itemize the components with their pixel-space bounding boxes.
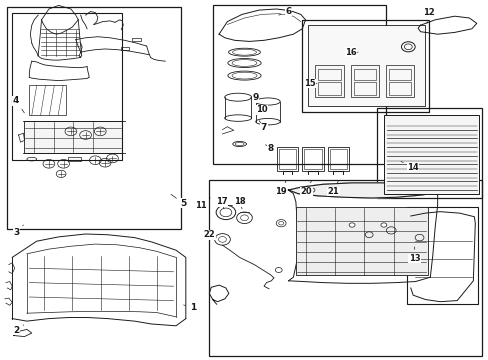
Text: 7: 7 xyxy=(259,121,267,132)
Bar xyxy=(304,149,321,169)
Text: 17: 17 xyxy=(215,197,227,209)
Text: 15: 15 xyxy=(304,79,316,88)
Bar xyxy=(353,82,375,95)
Bar xyxy=(385,65,413,97)
Bar xyxy=(388,82,410,95)
Text: 9: 9 xyxy=(250,94,258,102)
Text: 18: 18 xyxy=(233,197,245,209)
Text: 10: 10 xyxy=(255,105,267,114)
Bar xyxy=(29,85,66,115)
Bar xyxy=(212,5,386,164)
Bar xyxy=(302,20,428,112)
Text: 6: 6 xyxy=(278,7,291,16)
Text: 16: 16 xyxy=(345,48,357,57)
Bar xyxy=(302,147,323,171)
Bar xyxy=(406,207,477,304)
Bar xyxy=(121,47,128,50)
Bar xyxy=(329,149,346,169)
Bar xyxy=(132,38,141,41)
Text: 22: 22 xyxy=(203,230,216,239)
Bar xyxy=(307,25,425,106)
Bar xyxy=(350,65,378,97)
Bar xyxy=(7,7,181,229)
Bar xyxy=(295,207,427,275)
Text: 21: 21 xyxy=(327,181,339,196)
Text: 5: 5 xyxy=(171,194,186,208)
Text: 14: 14 xyxy=(400,161,418,172)
Bar xyxy=(327,147,348,171)
Text: 3: 3 xyxy=(13,225,23,237)
Text: 13: 13 xyxy=(408,247,420,263)
Text: 4: 4 xyxy=(13,96,24,113)
Bar xyxy=(315,65,343,97)
Bar xyxy=(318,82,340,95)
Text: 12: 12 xyxy=(423,8,434,23)
Bar xyxy=(353,69,375,80)
Bar xyxy=(388,69,410,80)
Bar xyxy=(383,115,478,194)
Text: 1: 1 xyxy=(183,303,196,312)
Text: 19: 19 xyxy=(275,181,286,196)
Bar xyxy=(276,147,298,171)
Circle shape xyxy=(380,223,386,227)
Bar xyxy=(278,149,296,169)
Bar xyxy=(208,180,481,356)
Text: 8: 8 xyxy=(265,144,273,153)
Bar xyxy=(12,13,122,160)
Bar xyxy=(376,108,481,198)
Text: 11: 11 xyxy=(194,198,210,210)
Bar xyxy=(68,157,81,161)
Circle shape xyxy=(348,223,354,227)
Bar xyxy=(24,121,122,153)
Polygon shape xyxy=(288,183,439,198)
Text: 2: 2 xyxy=(13,325,23,335)
Bar xyxy=(318,69,340,80)
Text: 20: 20 xyxy=(300,181,312,196)
